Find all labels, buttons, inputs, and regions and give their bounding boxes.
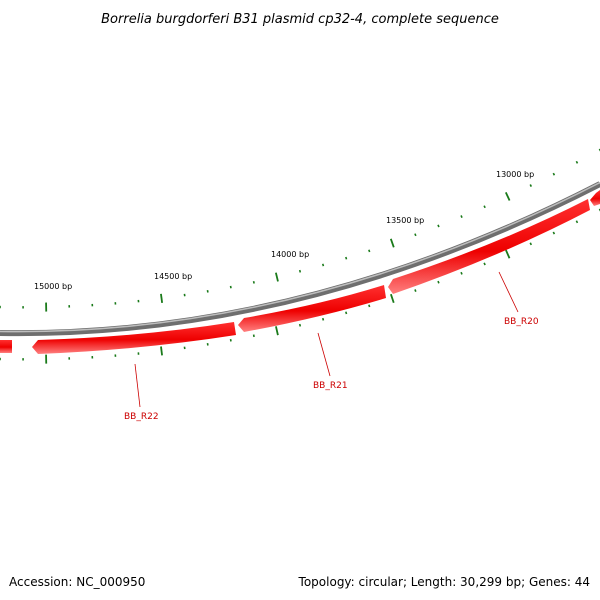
gene-arrow-bb-r21[interactable]	[238, 285, 386, 332]
outer-scale-minor-tick	[483, 205, 486, 209]
outer-scale-major-tick	[504, 191, 511, 201]
outer-scale-minor-tick	[552, 172, 556, 176]
inner-scale-minor-tick	[529, 242, 532, 246]
map-title: Borrelia burgdorferi B31 plasmid cp32-4,…	[101, 12, 499, 27]
inner-tick-ring	[0, 208, 600, 364]
gene-label-bb-r21: BB_R21	[313, 381, 348, 391]
tick-label-13500: 13500 bp	[386, 216, 424, 225]
gene-label-bb-r22: BB_R22	[124, 412, 159, 422]
bb-r22-leader-line	[134, 363, 141, 408]
accession-text: Accession: NC_000950	[9, 575, 146, 589]
outer-scale-major-tick	[160, 293, 164, 303]
gene-arrow-bb-r20[interactable]	[388, 199, 590, 294]
outer-scale-minor-tick	[345, 256, 348, 260]
inner-scale-minor-tick	[460, 271, 463, 275]
inner-scale-minor-tick	[437, 280, 440, 284]
outer-scale-major-tick	[274, 272, 279, 282]
plasmid-backbone	[0, 181, 600, 337]
gene-arrow-partial-right[interactable]	[590, 190, 600, 206]
outer-scale-minor-tick	[529, 184, 533, 187]
inner-scale-minor-tick	[321, 317, 325, 321]
gene-arrow-partial-left[interactable]	[0, 340, 12, 353]
outer-scale-minor-tick	[368, 249, 371, 253]
inner-scale-minor-tick	[575, 220, 579, 224]
inner-scale-minor-tick	[414, 289, 417, 292]
gene-label-bb-r20: BB_R20	[504, 317, 539, 327]
tick-label-13000: 13000 bp	[496, 170, 534, 179]
outer-scale-minor-tick	[437, 224, 440, 228]
inner-scale-major-tick	[505, 249, 511, 259]
bb-r21-leader-line	[317, 332, 331, 377]
outer-scale-minor-tick	[298, 269, 302, 273]
tick-label-14500: 14500 bp	[154, 272, 192, 281]
inner-scale-major-tick	[390, 293, 395, 304]
inner-scale-major-tick	[275, 326, 279, 336]
outer-scale-minor-tick	[575, 160, 579, 164]
inner-scale-minor-tick	[298, 323, 302, 327]
outer-scale-major-tick	[389, 238, 395, 248]
outer-scale-minor-tick	[460, 215, 463, 219]
outer-scale-minor-tick	[252, 280, 255, 284]
inner-scale-minor-tick	[483, 262, 486, 266]
outer-tick-ring	[0, 148, 600, 312]
tick-label-14000: 14000 bp	[271, 250, 309, 259]
topology-text: Topology: circular; Length: 30,299 bp; G…	[298, 575, 590, 589]
outer-scale-minor-tick	[414, 233, 417, 237]
inner-scale-major-tick	[160, 346, 163, 356]
inner-scale-minor-tick	[552, 231, 556, 235]
plasmid-backbone-highlight	[0, 181, 600, 333]
tick-label-15000: 15000 bp	[34, 282, 72, 291]
bb-r20-leader-line	[498, 271, 519, 313]
gene-arrow-bb-r22[interactable]	[32, 322, 236, 354]
inner-scale-minor-tick	[345, 311, 348, 315]
outer-scale-minor-tick	[321, 263, 325, 267]
inner-scale-minor-tick	[368, 304, 371, 308]
